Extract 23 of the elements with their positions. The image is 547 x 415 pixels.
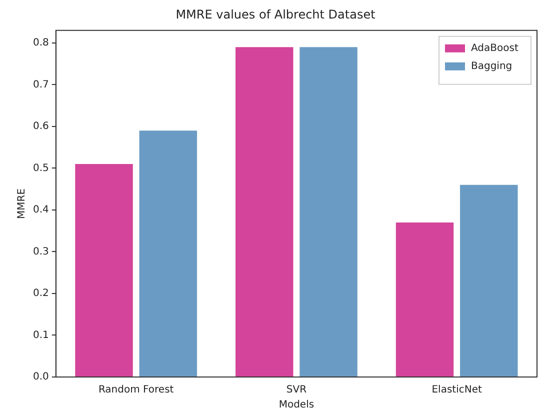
y-tick-label: 0.8 [32, 38, 49, 49]
y-tick-label: 0.5 [32, 162, 49, 174]
chart-title: MMRE values of Albrecht Dataset [176, 7, 376, 22]
x-axis-title: Models [278, 400, 314, 411]
y-tick-label: 0.0 [32, 372, 49, 383]
legend-label: AdaBoost [471, 42, 518, 54]
bar [300, 47, 358, 376]
x-tick-label: SVR [286, 384, 307, 396]
y-tick-label: 0.4 [32, 204, 49, 216]
bar [236, 47, 294, 376]
x-tick-label: ElasticNet [432, 384, 482, 396]
legend-label: Bagging [471, 60, 512, 72]
bar [396, 222, 454, 376]
y-tick-label: 0.1 [32, 330, 49, 341]
y-axis-title: MMRE [16, 188, 28, 219]
y-tick-label: 0.3 [32, 246, 49, 258]
y-tick-label: 0.7 [32, 79, 49, 90]
y-tick-label: 0.6 [32, 121, 49, 132]
x-tick-label: Random Forest [98, 384, 174, 396]
bar [75, 164, 133, 376]
y-tick-label: 0.2 [32, 288, 49, 300]
bar [139, 130, 198, 376]
bar [460, 184, 518, 376]
